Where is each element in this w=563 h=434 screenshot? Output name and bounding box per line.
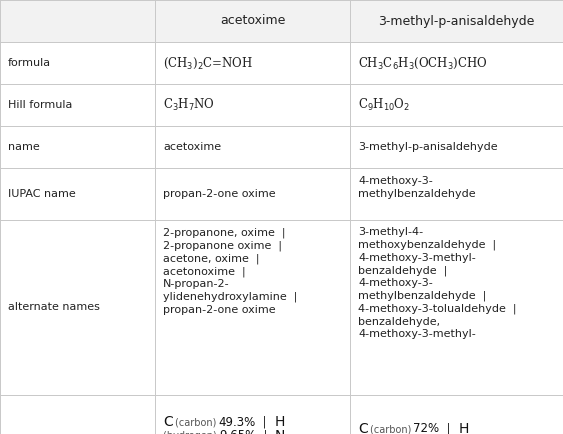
Text: 2-propanone, oxime  |
2-propanone oxime  |
acetone, oxime  |
acetonoxime  |
N-pr: 2-propanone, oxime | 2-propanone oxime |… (163, 227, 297, 315)
Text: (carbon): (carbon) (368, 424, 413, 434)
Text: C$_3$H$_7$NO: C$_3$H$_7$NO (163, 97, 215, 113)
Text: H: H (458, 422, 468, 434)
Text: (CH$_3$)$_2$C=NOH: (CH$_3$)$_2$C=NOH (163, 56, 253, 71)
Text: |: | (256, 429, 275, 434)
Text: 3-methyl-p-anisaldehyde: 3-methyl-p-anisaldehyde (358, 142, 498, 152)
Text: 3-methyl-p-anisaldehyde: 3-methyl-p-anisaldehyde (378, 14, 535, 27)
Text: N: N (275, 429, 285, 434)
Text: acetoxime: acetoxime (220, 14, 285, 27)
Text: CH$_3$C$_6$H$_3$(OCH$_3$)CHO: CH$_3$C$_6$H$_3$(OCH$_3$)CHO (358, 56, 488, 71)
Text: formula: formula (8, 58, 51, 68)
Bar (0, 0, 563, 42)
Text: |: | (256, 416, 274, 429)
Text: name: name (8, 142, 40, 152)
Text: 72%: 72% (413, 423, 439, 434)
Text: H: H (274, 415, 285, 429)
Text: (carbon): (carbon) (173, 417, 218, 427)
Text: acetoxime: acetoxime (163, 142, 221, 152)
Text: 4-methoxy-3-
methylbenzaldehyde: 4-methoxy-3- methylbenzaldehyde (358, 176, 476, 199)
Text: 49.3%: 49.3% (218, 416, 256, 429)
Text: C$_9$H$_{10}$O$_2$: C$_9$H$_{10}$O$_2$ (358, 97, 410, 113)
Text: 3-methyl-4-
methoxybenzaldehyde  |
4-methoxy-3-methyl-
benzaldehyde  |
4-methoxy: 3-methyl-4- methoxybenzaldehyde | 4-meth… (358, 227, 516, 339)
Text: IUPAC name: IUPAC name (8, 189, 76, 199)
Text: alternate names: alternate names (8, 302, 100, 312)
Text: (hydrogen): (hydrogen) (163, 431, 219, 434)
Text: C: C (358, 422, 368, 434)
Text: |: | (439, 423, 458, 434)
Text: Hill formula: Hill formula (8, 100, 73, 110)
Text: C: C (163, 415, 173, 429)
Text: propan-2-one oxime: propan-2-one oxime (163, 189, 276, 199)
Text: 9.65%: 9.65% (219, 429, 256, 434)
